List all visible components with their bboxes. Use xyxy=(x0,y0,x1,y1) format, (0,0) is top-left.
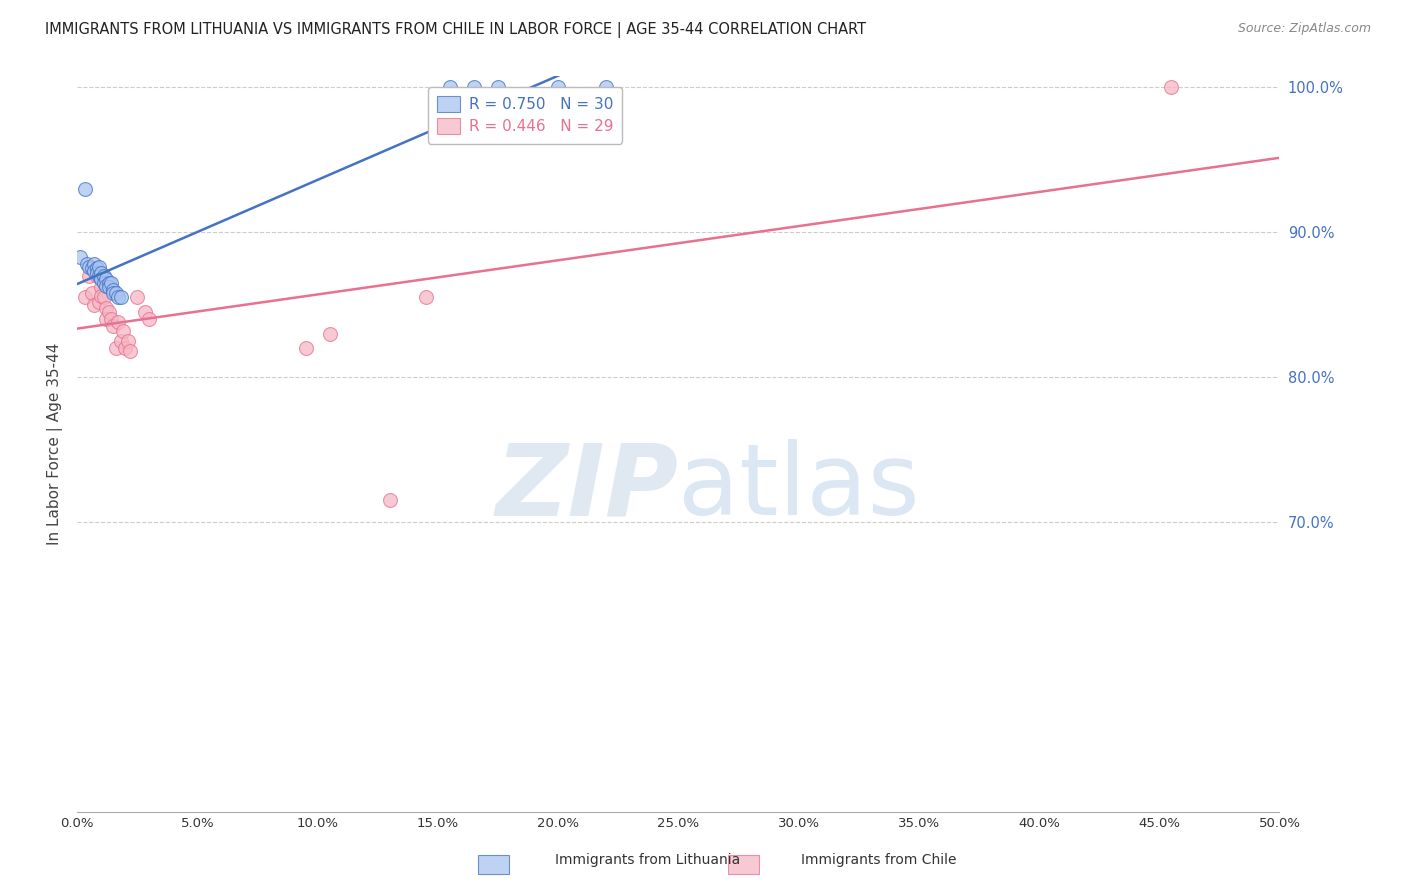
Text: ZIP: ZIP xyxy=(495,440,679,536)
Point xyxy=(97,305,120,319)
Point xyxy=(80,261,103,276)
Point xyxy=(73,290,96,304)
Point xyxy=(97,280,120,294)
Point xyxy=(87,268,110,283)
Point xyxy=(100,312,122,326)
Point xyxy=(319,326,342,341)
Point xyxy=(93,268,115,283)
Text: atlas: atlas xyxy=(679,440,920,536)
Point xyxy=(86,261,108,276)
Point xyxy=(90,271,112,285)
Point xyxy=(117,334,139,348)
Point xyxy=(107,315,129,329)
Point xyxy=(486,80,509,95)
Text: IMMIGRANTS FROM LITHUANIA VS IMMIGRANTS FROM CHILE IN LABOR FORCE | AGE 35-44 CO: IMMIGRANTS FROM LITHUANIA VS IMMIGRANTS … xyxy=(45,22,866,38)
Point xyxy=(79,260,101,274)
Point xyxy=(86,266,108,280)
Point xyxy=(127,290,149,304)
Point xyxy=(103,283,125,297)
Point xyxy=(79,268,101,283)
Point xyxy=(463,80,485,95)
Point xyxy=(96,312,118,326)
Point xyxy=(439,80,461,95)
Point xyxy=(294,341,316,355)
Point xyxy=(86,268,108,283)
Point xyxy=(97,276,120,290)
Point xyxy=(103,286,125,301)
Point xyxy=(104,286,127,301)
Point xyxy=(547,80,569,95)
Point xyxy=(83,257,105,271)
Point xyxy=(134,305,156,319)
Point xyxy=(87,260,110,274)
Point xyxy=(87,294,110,309)
Point xyxy=(104,341,127,355)
Point xyxy=(378,493,401,508)
Point xyxy=(69,250,91,264)
Text: Immigrants from Chile: Immigrants from Chile xyxy=(801,853,957,867)
Point xyxy=(90,266,112,280)
Point xyxy=(73,182,96,196)
Point xyxy=(83,298,105,312)
Point xyxy=(76,257,98,271)
Point xyxy=(114,341,136,355)
Point xyxy=(96,278,118,293)
Text: Immigrants from Lithuania: Immigrants from Lithuania xyxy=(555,853,741,867)
Point xyxy=(96,301,118,315)
Y-axis label: In Labor Force | Age 35-44: In Labor Force | Age 35-44 xyxy=(48,343,63,545)
Point xyxy=(93,276,115,290)
Point xyxy=(111,324,134,338)
Point xyxy=(90,280,112,294)
Point xyxy=(138,312,160,326)
Text: Source: ZipAtlas.com: Source: ZipAtlas.com xyxy=(1237,22,1371,36)
Point xyxy=(107,290,129,304)
Point xyxy=(1160,80,1182,95)
Point xyxy=(415,290,437,304)
Point xyxy=(103,319,125,334)
Point xyxy=(96,271,118,285)
Point xyxy=(83,264,105,278)
Point xyxy=(120,344,142,359)
Point xyxy=(595,80,617,95)
Point xyxy=(110,334,132,348)
Point xyxy=(110,290,132,304)
Point xyxy=(80,286,103,301)
Point xyxy=(93,290,115,304)
Legend: R = 0.750   N = 30, R = 0.446   N = 29: R = 0.750 N = 30, R = 0.446 N = 29 xyxy=(427,87,623,144)
Point xyxy=(90,289,112,303)
Point xyxy=(100,276,122,290)
